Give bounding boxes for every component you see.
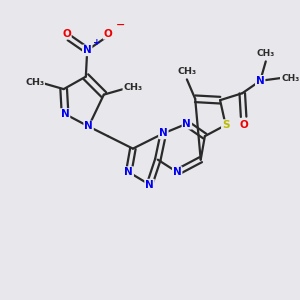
Text: O: O [239,120,248,130]
Text: N: N [61,109,69,119]
Text: N: N [84,122,93,131]
Text: CH₃: CH₃ [256,49,275,58]
Text: CH₃: CH₃ [282,74,300,82]
Text: N: N [145,180,154,190]
Text: N: N [182,119,191,129]
Text: +: + [93,38,101,47]
Text: N: N [173,167,182,177]
Text: N: N [256,76,265,86]
Text: −: − [116,20,125,29]
Text: O: O [62,29,71,39]
Text: CH₃: CH₃ [177,67,196,76]
Text: CH₃: CH₃ [25,78,44,87]
Text: N: N [83,45,92,55]
Text: N: N [124,167,133,177]
Text: O: O [103,29,112,39]
Text: S: S [222,120,230,130]
Text: CH₃: CH₃ [123,83,142,92]
Text: N: N [159,128,168,138]
